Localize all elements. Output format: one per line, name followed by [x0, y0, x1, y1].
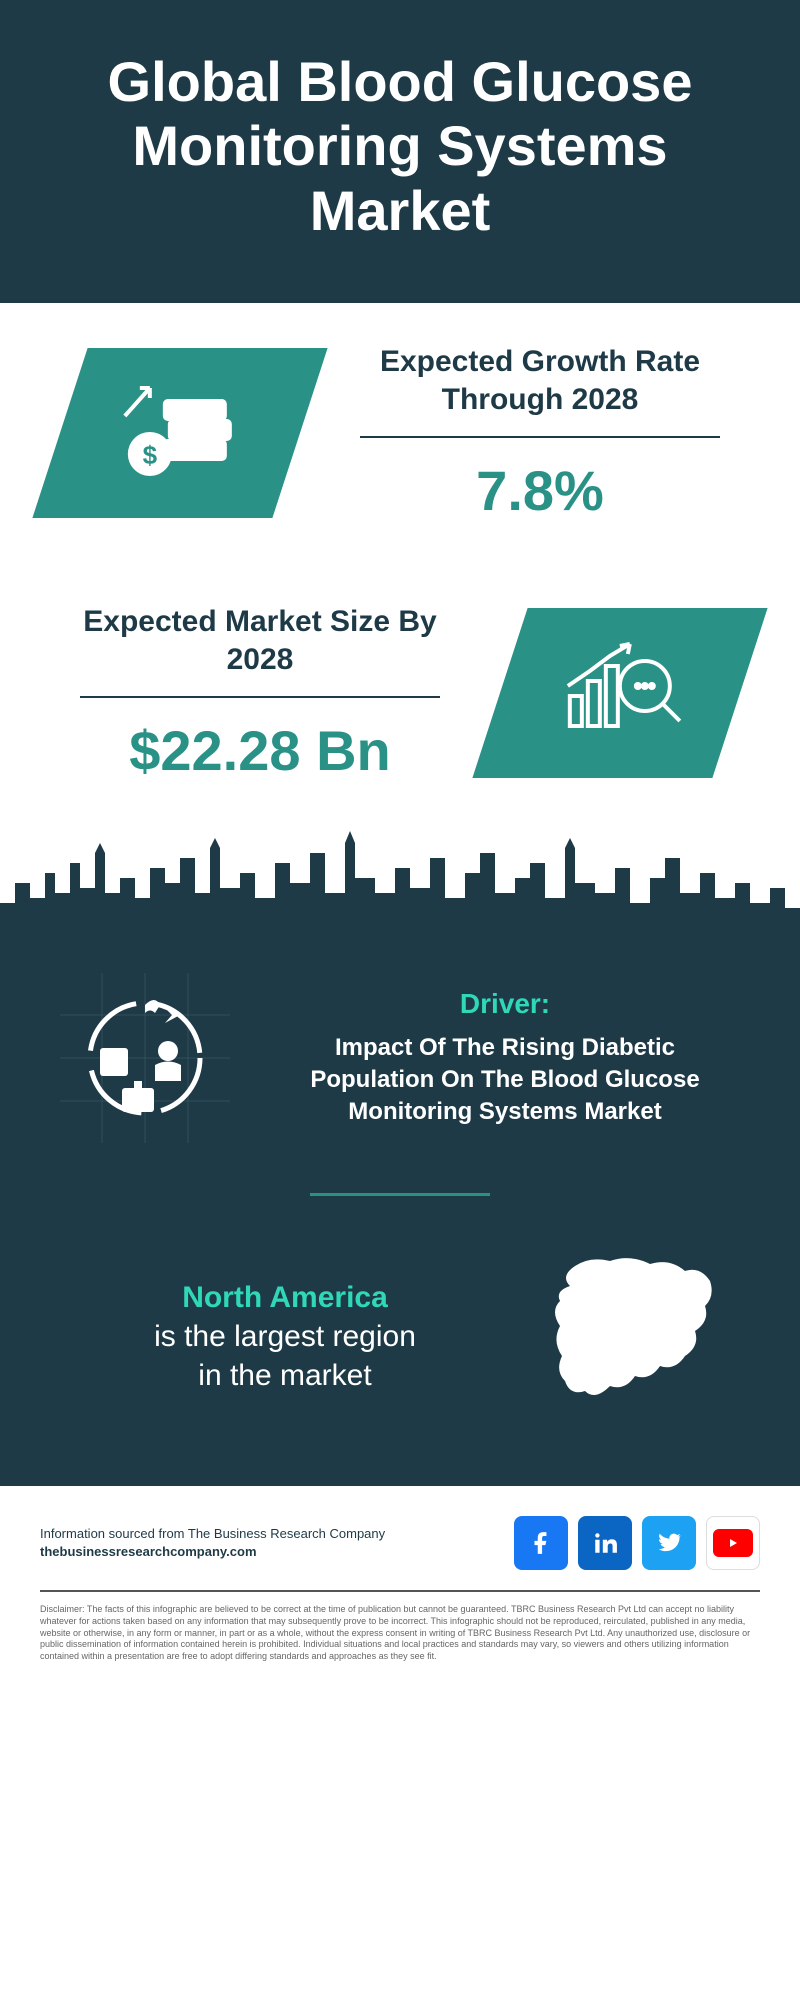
linkedin-icon[interactable] [578, 1516, 632, 1570]
growth-badge: $ [32, 348, 327, 518]
market-size-label: Expected Market Size By 2028 [60, 603, 460, 678]
region-line1: is the largest region [154, 1320, 416, 1353]
chart-analysis-icon [550, 636, 690, 751]
money-growth-icon: $ [115, 376, 245, 491]
divider [80, 696, 440, 698]
driver-row: Driver: Impact Of The Rising Diabetic Po… [60, 973, 740, 1143]
header-banner: Global Blood Glucose Monitoring Systems … [0, 0, 800, 303]
growth-label: Expected Growth Rate Through 2028 [340, 343, 740, 418]
source-line2: thebusinessresearchcompany.com [40, 1543, 385, 1561]
region-name: North America [182, 1281, 388, 1314]
section-divider [310, 1193, 490, 1196]
growth-value: 7.8% [340, 458, 740, 523]
north-america-map-icon [540, 1246, 740, 1426]
driver-description: Impact Of The Rising Diabetic Population… [270, 1032, 740, 1129]
footer: Information sourced from The Business Re… [0, 1486, 800, 1682]
footer-top: Information sourced from The Business Re… [40, 1516, 760, 1570]
source-attribution: Information sourced from The Business Re… [40, 1525, 385, 1561]
driver-label: Driver: [270, 988, 740, 1020]
driver-text: Driver: Impact Of The Rising Diabetic Po… [270, 988, 740, 1129]
page-title: Global Blood Glucose Monitoring Systems … [40, 50, 760, 243]
growth-stat-row: $ Expected Growth Rate Through 2028 7.8% [0, 303, 800, 563]
region-line2: in the market [198, 1359, 371, 1392]
source-line1: Information sourced from The Business Re… [40, 1525, 385, 1543]
market-size-row: Expected Market Size By 2028 $22.28 Bn [0, 563, 800, 823]
market-size-text: Expected Market Size By 2028 $22.28 Bn [60, 603, 460, 783]
svg-text:$: $ [143, 440, 158, 470]
social-icons [514, 1516, 760, 1570]
facebook-icon[interactable] [514, 1516, 568, 1570]
dark-section: Driver: Impact Of The Rising Diabetic Po… [0, 943, 800, 1486]
medical-cycle-icon [60, 973, 230, 1143]
youtube-icon[interactable] [706, 1516, 760, 1570]
market-size-badge [472, 608, 767, 778]
disclaimer-text: Disclaimer: The facts of this infographi… [40, 1590, 760, 1662]
region-text: North America is the largest region in t… [60, 1278, 510, 1395]
market-size-value: $22.28 Bn [60, 718, 460, 783]
city-skyline-icon [0, 823, 800, 943]
divider [360, 436, 720, 438]
growth-text: Expected Growth Rate Through 2028 7.8% [340, 343, 740, 523]
region-row: North America is the largest region in t… [60, 1246, 740, 1426]
twitter-icon[interactable] [642, 1516, 696, 1570]
